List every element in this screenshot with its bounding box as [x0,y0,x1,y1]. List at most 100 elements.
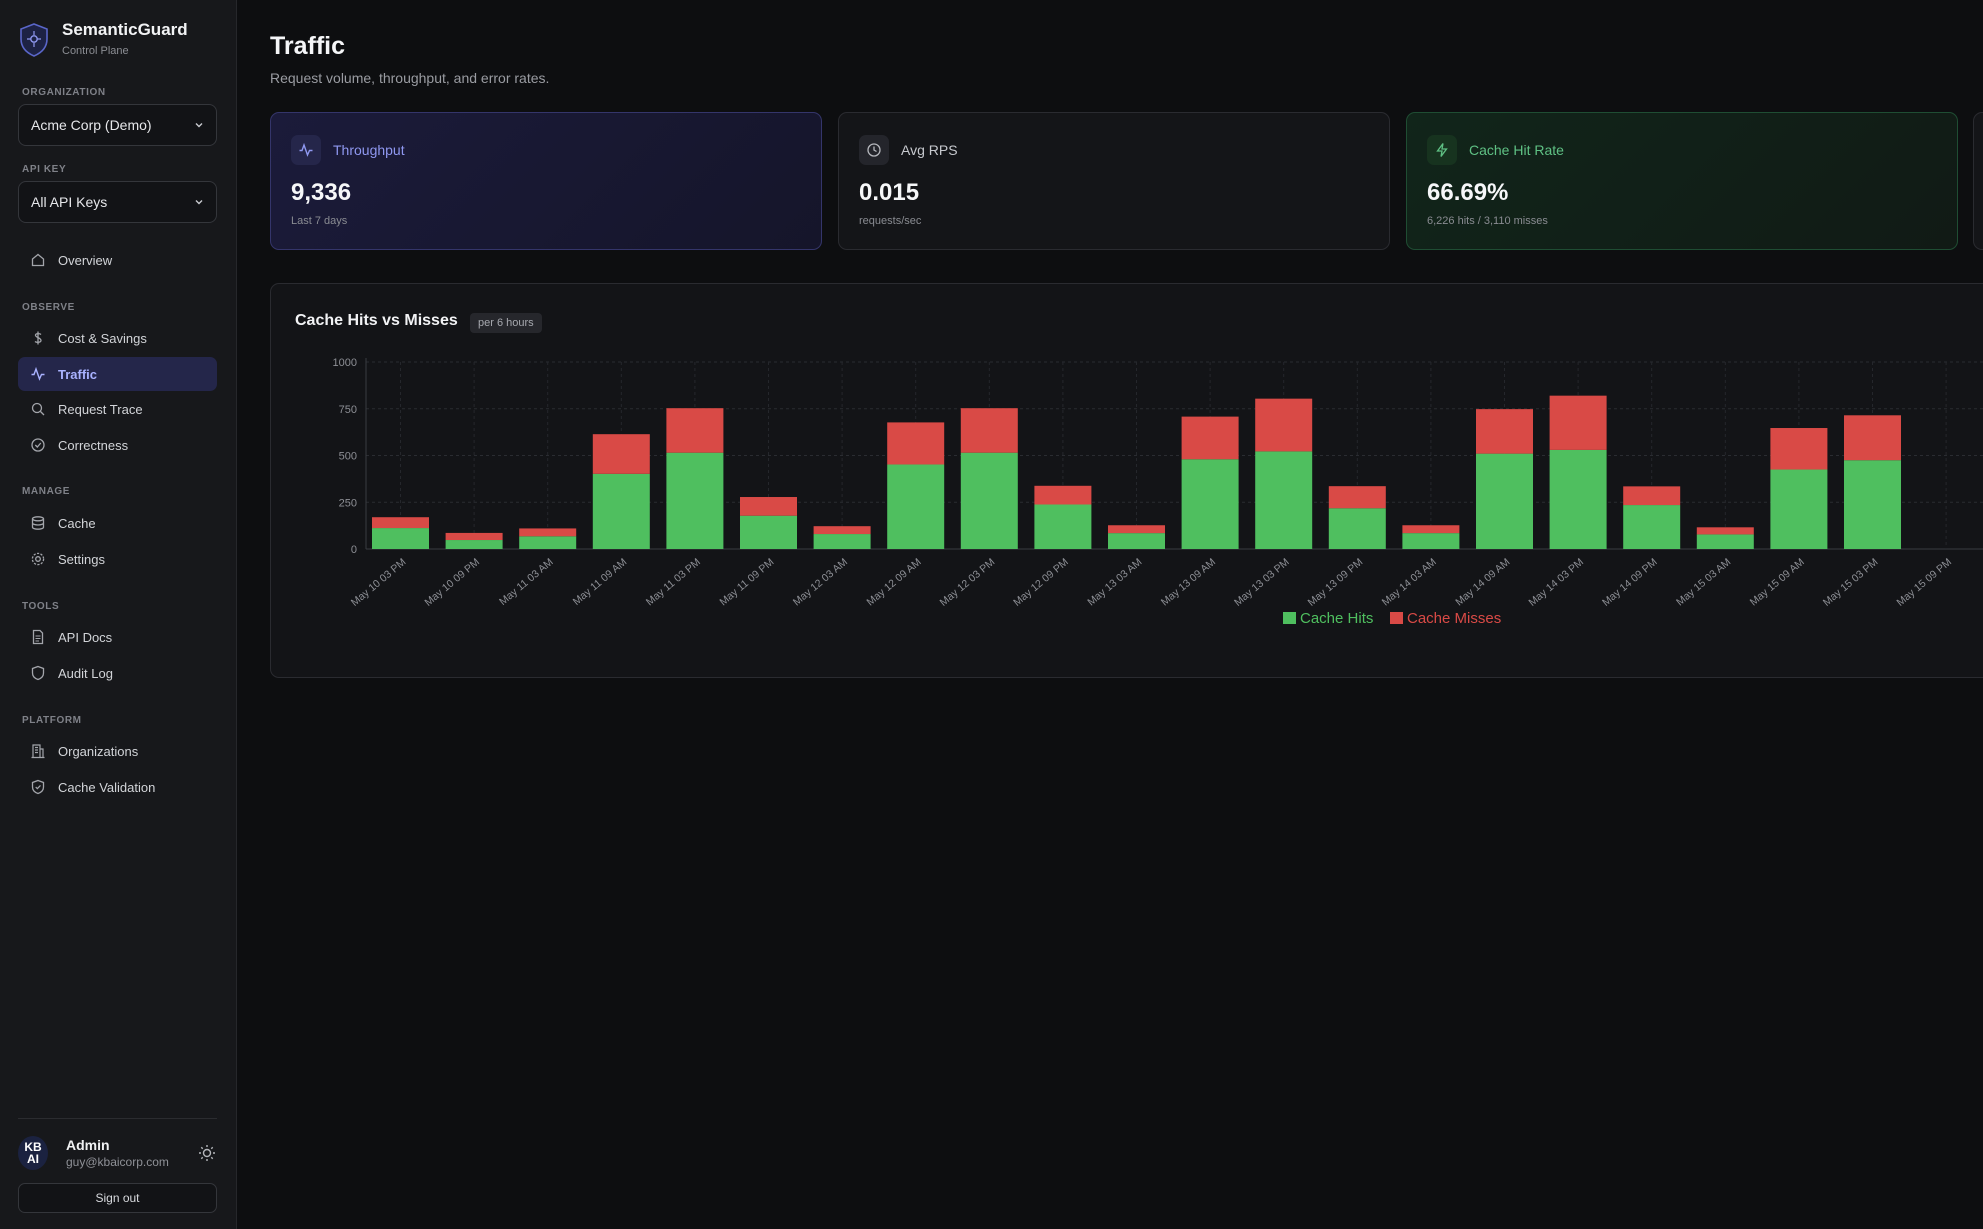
bar-cache-hits [372,528,429,549]
bar-cache-hits [666,452,724,549]
y-tick-label: 0 [351,544,357,556]
sidebar-item-label: Audit Log [58,665,113,681]
x-tick-label: May 15 09 PM [1894,556,1954,609]
x-tick-label: May 10 09 PM [422,556,482,609]
bar-cache-misses [519,528,577,537]
avg-rps-card: Avg RPS 0.015 requests/sec [838,112,1390,250]
card-label: Avg RPS [901,142,958,158]
apikey-select[interactable]: All API Keys [18,181,217,223]
legend-label-misses: Cache Misses [1407,610,1501,627]
sidebar-item-correctness[interactable]: Correctness [18,428,217,462]
bar-cache-misses [445,532,503,541]
y-tick-label: 250 [339,497,357,509]
bar-cache-hits [960,452,1018,549]
org-select-value: Acme Corp (Demo) [31,117,152,133]
x-tick-label: May 12 09 AM [864,556,923,608]
avatar: KB AI [18,1136,48,1170]
avatar-initials-top: KB [24,1140,42,1154]
x-tick-label: May 13 03 PM [1232,556,1292,609]
y-tick-label: 1000 [333,357,357,369]
bar-cache-misses [887,422,945,465]
sidebar-item-label: API Docs [58,629,113,645]
sidebar-item-label: Correctness [58,437,129,453]
search-icon [31,402,45,416]
bar-cache-hits [813,534,871,549]
bar-cache-misses [1476,409,1533,454]
bar-cache-misses [1328,486,1386,509]
bar-cache-hits [1844,460,1901,549]
bar-cache-hits [592,473,650,549]
x-tick-label: May 13 09 AM [1159,556,1218,608]
sidebar-item-label: Request Trace [58,401,143,417]
chevron-down-icon [195,200,203,205]
x-tick-label: May 11 03 AM [497,556,556,608]
bar-cache-misses [1844,415,1901,461]
section-platform: PLATFORM [22,715,82,726]
avatar-initials-bottom: AI [27,1152,39,1166]
user-email: guy@kbaicorp.com [66,1154,169,1169]
legend-swatch-hits [1283,612,1296,624]
sidebar-item-label: Organizations [58,743,139,759]
sun-icon[interactable] [197,1143,217,1163]
sidebar-item-label: Cost & Savings [58,330,147,346]
x-tick-label: May 15 09 AM [1748,556,1807,608]
database-icon [31,516,45,530]
shield-logo-icon [20,22,48,57]
clock-icon [859,135,889,165]
sidebar-item-label: Traffic [58,366,98,382]
sidebar-item-cost-savings[interactable]: Cost & Savings [18,321,217,355]
sign-out-button[interactable]: Sign out [18,1183,217,1213]
sidebar-item-request-trace[interactable]: Request Trace [18,392,217,426]
sidebar-item-cache-validation[interactable]: Cache Validation [18,770,217,804]
cache-hits-misses-chart: 0 250 500 750 1000 May 10 03 PM May 10 09 PM Ma… [333,357,1983,627]
sidebar-item-cache[interactable]: Cache [18,506,217,540]
sidebar: SemanticGuard Control Plane ORGANIZATION… [0,0,237,1229]
brand[interactable]: SemanticGuard Control Plane [18,20,188,59]
bar-cache-hits [1696,534,1754,549]
bar-cache-hits [887,464,945,549]
x-tick-label: May 14 03 PM [1526,556,1586,609]
activity-icon [31,366,45,381]
bar-cache-hits [740,515,797,549]
bar-cache-misses [1549,395,1607,450]
sidebar-item-traffic[interactable]: Traffic [18,357,217,391]
check-circle-icon [31,438,45,452]
bar-cache-hits [1402,533,1460,549]
home-icon [31,253,45,267]
bar-cache-hits [1108,533,1165,549]
building-icon [31,744,45,759]
bar-cache-hits [1181,459,1239,549]
bar-cache-misses [740,497,797,516]
legend-swatch-misses [1390,612,1403,624]
sidebar-item-overview[interactable]: Overview [18,243,217,277]
card-note: requests/sec [859,215,922,227]
sidebar-item-settings[interactable]: Settings [18,542,217,576]
bar-cache-misses [1623,486,1681,506]
org-label: ORGANIZATION [22,87,106,98]
file-text-icon [32,629,44,645]
sidebar-item-label: Cache Validation [58,779,156,795]
bar-cache-hits [1034,504,1092,549]
card-label: Cache Hit Rate [1469,142,1564,158]
card-value: 0.015 [859,179,920,206]
user-name: Admin [66,1136,110,1153]
dollar-icon [34,331,42,345]
lightning-icon [1427,135,1457,165]
sidebar-item-api-docs[interactable]: API Docs [18,620,217,654]
x-tick-label: May 14 09 PM [1600,556,1660,609]
user-profile: KB AI Admin guy@kbaicorp.com [18,1133,217,1173]
bar-cache-hits [1549,449,1607,549]
sidebar-item-audit-log[interactable]: Audit Log [18,656,217,690]
sidebar-item-label: Overview [58,252,113,268]
interval-badge: per 6 hours [470,313,542,333]
bar-cache-misses [666,408,724,453]
x-tick-label: May 12 03 PM [938,556,998,609]
sidebar-item-organizations[interactable]: Organizations [18,734,217,768]
bar-cache-hits [519,536,577,549]
page-title: Traffic [270,32,346,60]
org-select[interactable]: Acme Corp (Demo) [18,104,217,146]
bar-cache-misses [1181,416,1239,460]
bar-cache-hits [445,540,503,549]
section-observe: OBSERVE [22,302,75,313]
bar-cache-misses [1034,485,1092,505]
